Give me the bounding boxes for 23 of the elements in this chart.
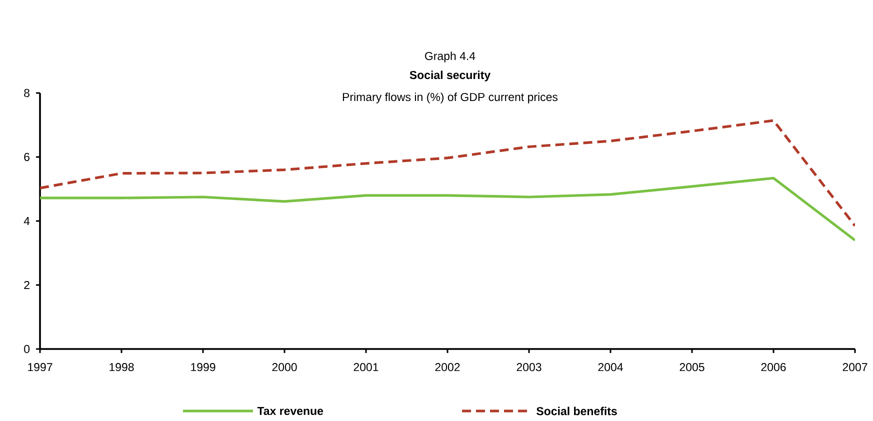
chart-subtitle: Primary flows in (%) of GDP current prices	[342, 92, 558, 104]
x-tick-label: 2002	[435, 363, 460, 372]
y-tick-label: 4	[24, 217, 30, 225]
line-series	[40, 119, 856, 228]
x-tick-label: 2001	[354, 363, 378, 372]
x-tick-label: 1999	[191, 363, 216, 372]
x-tick-label: 2004	[598, 363, 623, 372]
x-tick-label: 1997	[28, 363, 52, 372]
y-tick-label: 0	[24, 344, 30, 354]
x-tick-label: 2006	[761, 363, 786, 372]
x-tick-label: 2003	[516, 363, 542, 372]
y-tick-label: 2	[24, 280, 30, 290]
y-tick-label: 8	[24, 88, 30, 98]
legend-label: Tax revenue	[257, 406, 324, 416]
x-tick-label: 2000	[272, 363, 297, 372]
x-tick-label: 2007	[842, 363, 868, 372]
x-tick-label: 1998	[110, 363, 134, 372]
legend-label: Social benefits	[536, 406, 617, 416]
x-tick-label: 2005	[680, 363, 704, 372]
chart-title: Social security	[410, 70, 491, 82]
y-tick-label: 6	[24, 152, 30, 162]
line-series	[40, 176, 856, 242]
caption: Graph 4.4	[425, 52, 476, 62]
